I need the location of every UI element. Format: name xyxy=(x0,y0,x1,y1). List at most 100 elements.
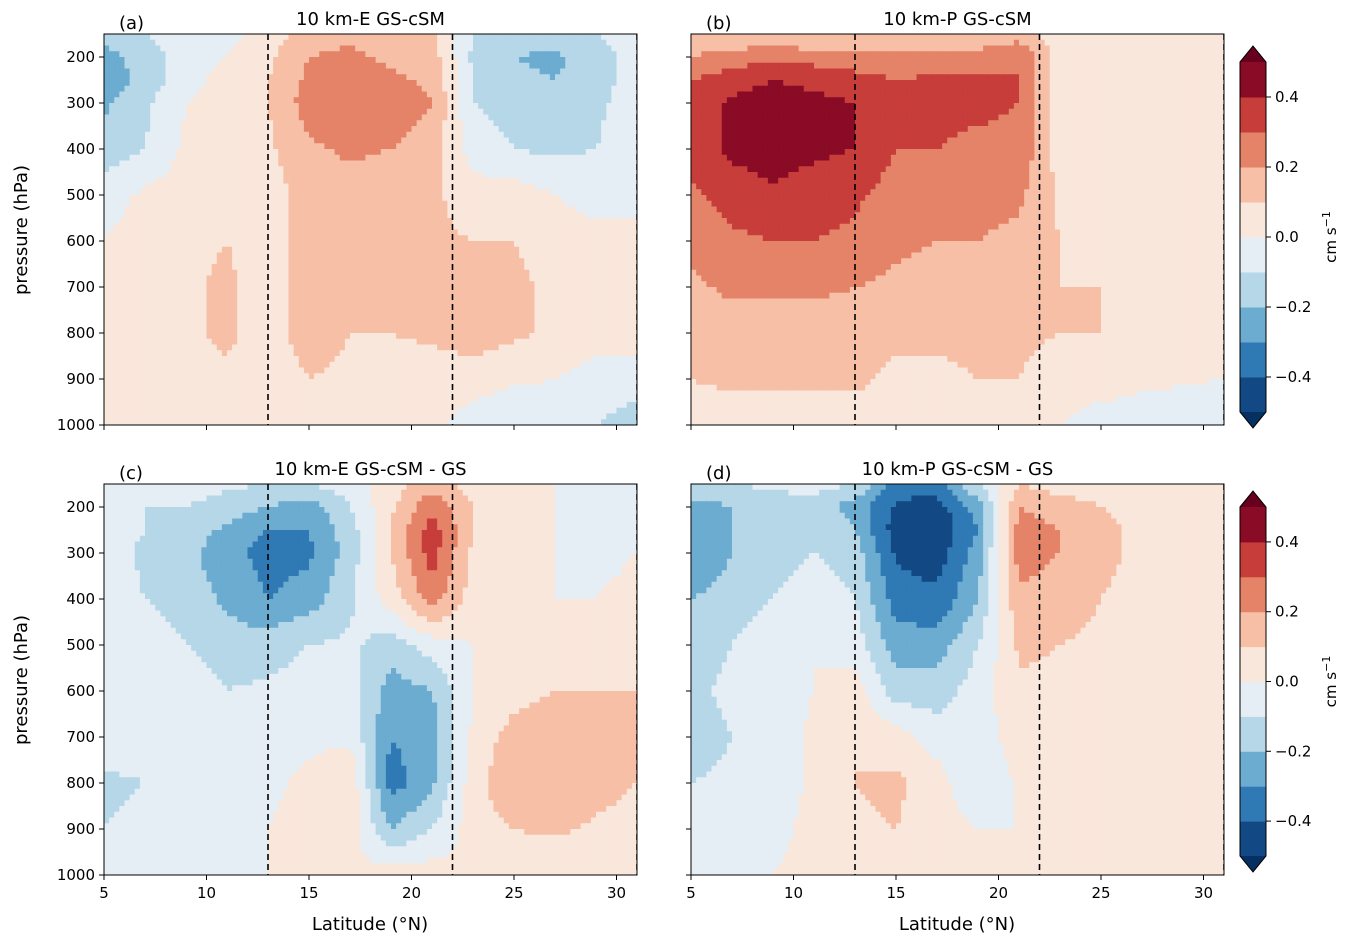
field-cell xyxy=(278,34,284,41)
field-cell xyxy=(467,275,474,282)
field-cell xyxy=(206,195,213,202)
field-cell xyxy=(262,97,269,104)
field-cell xyxy=(621,206,628,213)
field-cell xyxy=(442,149,448,156)
field-cell xyxy=(314,143,320,150)
field-cell xyxy=(396,160,402,167)
field-cell xyxy=(508,120,515,127)
field-cell xyxy=(426,218,433,225)
field-cell xyxy=(252,206,259,213)
field-cell xyxy=(406,137,413,144)
field-cell xyxy=(534,34,541,41)
field-cell xyxy=(211,195,218,202)
field-cell xyxy=(309,160,315,167)
field-cell xyxy=(155,275,161,282)
field-cell xyxy=(334,68,341,75)
field-cell xyxy=(539,166,546,173)
field-cell xyxy=(211,287,218,294)
field-cell xyxy=(385,85,392,93)
field-cell xyxy=(508,177,515,185)
field-cell xyxy=(437,143,443,150)
field-cell xyxy=(309,68,315,75)
field-cell xyxy=(278,39,284,47)
field-cell xyxy=(483,160,489,167)
field-cell xyxy=(478,241,484,248)
field-cell xyxy=(216,131,223,139)
field-cell xyxy=(180,195,187,202)
field-cell xyxy=(124,62,131,70)
field-cell xyxy=(565,108,571,116)
field-cell xyxy=(339,292,346,300)
field-cell xyxy=(555,62,561,70)
field-cell xyxy=(473,114,479,121)
field-cell xyxy=(385,269,392,277)
field-cell xyxy=(129,218,136,225)
field-cell xyxy=(283,275,290,282)
field-cell xyxy=(616,287,623,294)
field-cell xyxy=(170,229,177,236)
field-cell xyxy=(565,195,571,202)
field-cell xyxy=(519,120,525,127)
field-cell xyxy=(544,45,551,52)
field-cell xyxy=(114,200,120,208)
field-cell xyxy=(232,281,238,288)
field-cell xyxy=(129,34,136,41)
field-cell xyxy=(560,287,566,294)
field-cell xyxy=(196,97,202,104)
field-cell xyxy=(503,269,510,277)
field-cell xyxy=(247,85,254,93)
field-cell xyxy=(319,160,325,167)
field-cell xyxy=(534,223,541,231)
field-cell xyxy=(616,103,623,110)
field-cell xyxy=(529,166,536,173)
field-cell xyxy=(524,200,530,208)
field-cell xyxy=(186,189,192,196)
field-cell xyxy=(391,154,397,162)
field-cell xyxy=(180,108,187,116)
field-cell xyxy=(170,189,177,196)
field-cell xyxy=(114,114,120,121)
field-cell xyxy=(534,62,541,70)
field-cell xyxy=(139,51,146,58)
field-cell xyxy=(232,229,238,236)
field-cell xyxy=(514,154,520,162)
field-cell xyxy=(549,218,556,225)
field-cell xyxy=(339,172,346,179)
field-cell xyxy=(155,172,161,179)
field-cell xyxy=(180,235,187,242)
field-cell xyxy=(601,252,607,259)
field-cell xyxy=(555,241,561,248)
field-cell xyxy=(621,51,628,58)
field-cell xyxy=(278,108,284,116)
field-cell xyxy=(457,189,464,196)
field-cell xyxy=(273,62,279,70)
field-cell xyxy=(457,281,464,288)
field-cell xyxy=(370,229,377,236)
field-cell xyxy=(293,51,300,58)
field-cell xyxy=(590,287,597,294)
field-cell xyxy=(380,275,387,282)
field-cell xyxy=(129,292,136,300)
field-cell xyxy=(221,160,228,167)
field-cell xyxy=(350,200,356,208)
field-cell xyxy=(196,281,202,288)
field-cell xyxy=(186,131,192,139)
field-cell xyxy=(186,287,192,294)
field-cell xyxy=(186,292,192,300)
field-cell xyxy=(401,275,407,282)
field-cell xyxy=(401,143,407,150)
field-cell xyxy=(611,137,618,144)
field-cell xyxy=(421,195,428,202)
field-cell xyxy=(119,126,126,133)
field-cell xyxy=(201,126,208,133)
field-cell xyxy=(442,183,448,190)
field-cell xyxy=(104,143,110,150)
field-cell xyxy=(109,80,115,87)
field-cell xyxy=(360,229,366,236)
field-cell xyxy=(565,120,571,127)
field-cell xyxy=(411,264,418,271)
field-cell xyxy=(355,91,361,98)
field-cell xyxy=(508,103,515,110)
field-cell xyxy=(560,200,566,208)
field-cell xyxy=(596,143,602,150)
